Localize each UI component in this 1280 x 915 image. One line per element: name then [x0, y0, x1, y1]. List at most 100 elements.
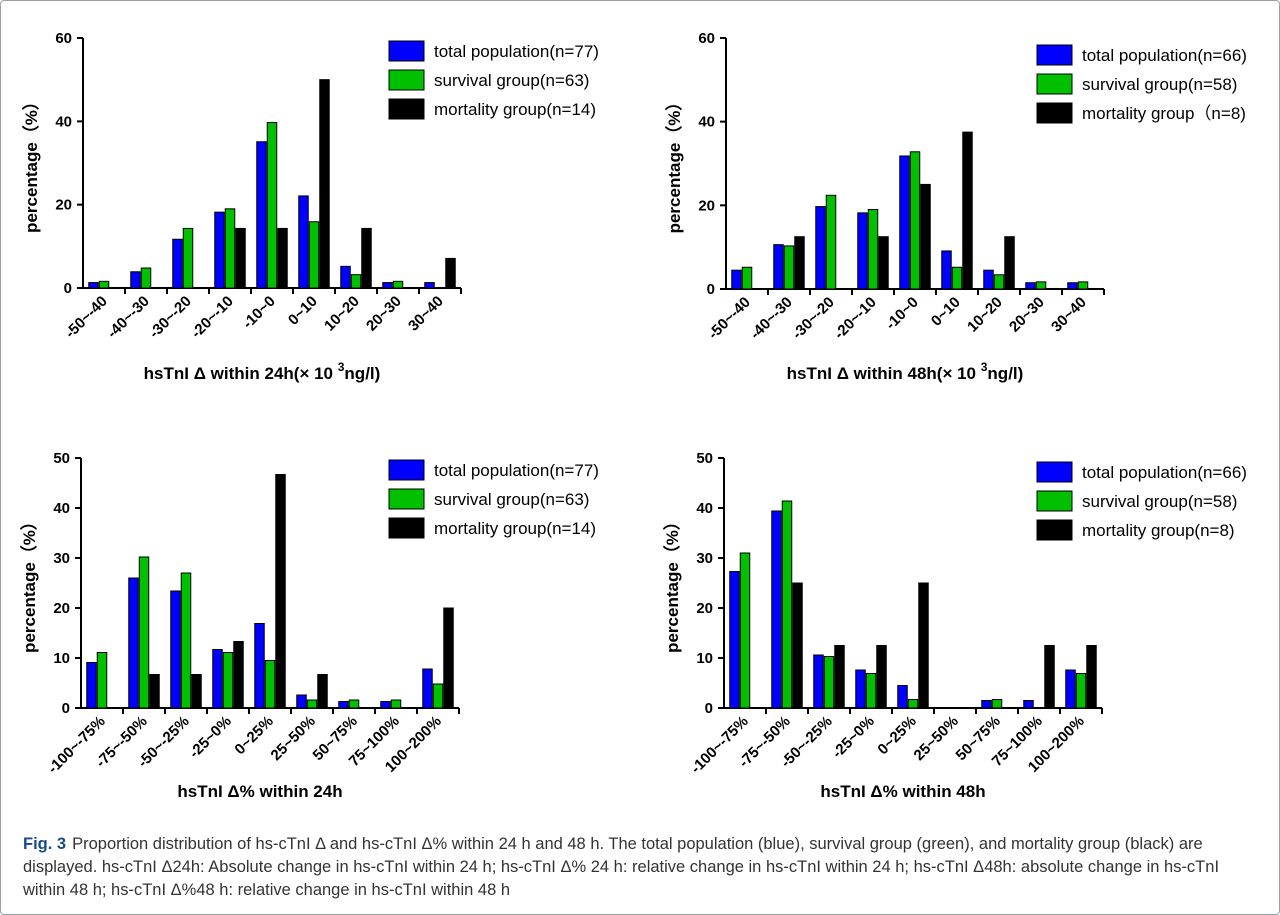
legend-swatch-mortality: [388, 517, 425, 539]
caption-label: Fig. 3: [23, 835, 67, 853]
x-tick-label: 0~10: [285, 293, 321, 329]
y-tick-label: 20: [55, 197, 72, 214]
legend-label-mortality: mortality group(n=14): [434, 100, 596, 119]
legend-swatch-survival: [388, 488, 425, 510]
bar-survival: [1077, 281, 1089, 290]
x-axis-title: hsTnI Δ within 24h(× 10 3ng/l): [144, 360, 381, 383]
bar-total: [254, 623, 265, 709]
y-tick-label: 10: [53, 650, 70, 667]
legend-swatch-total: [1036, 44, 1073, 66]
y-tick-label: 0: [64, 280, 72, 297]
legend-swatch-total: [388, 40, 425, 62]
x-tick-label: -30~-20: [146, 293, 195, 342]
bar-mortality: [918, 582, 929, 709]
y-axis-title: percentage（%）: [21, 93, 41, 233]
figure-caption: Fig. 3 Proportion distribution of hs-cTnI…: [23, 833, 1263, 902]
bar-survival: [96, 652, 108, 709]
bar-total: [170, 590, 181, 709]
y-tick-label: 40: [698, 114, 715, 131]
legend-swatch-survival: [1036, 490, 1073, 512]
y-tick-label: 40: [53, 500, 70, 517]
bar-total: [380, 701, 391, 709]
bar-mortality: [792, 582, 803, 709]
x-tick-label: 20~30: [1006, 294, 1048, 336]
bar-mortality: [1044, 645, 1055, 709]
bar-survival: [781, 500, 793, 709]
bar-survival: [180, 572, 192, 709]
y-tick-label: 50: [696, 450, 713, 467]
x-tick-label: 20~30: [363, 293, 405, 335]
bar-total: [1025, 282, 1036, 290]
bar-survival: [1075, 673, 1087, 709]
x-axis-title: hsTnI Δ within 48h(× 10 3ng/l): [787, 360, 1024, 383]
bar-mortality: [191, 674, 202, 709]
bar-total: [86, 662, 97, 709]
x-tick-label: 25~50%: [911, 713, 962, 764]
bar-survival: [907, 699, 919, 709]
y-axis-title: percentage（%）: [664, 94, 684, 234]
legend: total population(n=66) survival group(n=5…: [1036, 44, 1247, 124]
bar-total: [130, 271, 141, 289]
x-tick-label: -20~-10: [188, 293, 237, 342]
bar-survival: [991, 699, 1003, 709]
x-tick-label: -40~-30: [747, 294, 796, 343]
bar-survival: [783, 245, 795, 290]
x-tick-label: -50~-40: [705, 294, 754, 343]
x-tick-label: -20~-10: [831, 294, 880, 343]
y-tick-label: 50: [53, 450, 70, 467]
bar-survival: [224, 208, 236, 289]
bar-total: [857, 212, 868, 290]
y-tick-label: 40: [55, 113, 72, 130]
chart-panel-4: 01020304050percentage（%）-100~-75%-75~-50…: [662, 450, 1247, 801]
x-tick-label: -10~0: [882, 294, 921, 333]
legend-label-total: total population(n=77): [434, 461, 599, 480]
y-tick-label: 60: [55, 30, 72, 47]
bar-survival: [266, 122, 278, 289]
bar-survival: [993, 274, 1005, 290]
x-tick-label: 30~40: [1048, 294, 1090, 336]
legend-swatch-total: [1036, 461, 1073, 483]
bar-mortality: [443, 607, 454, 709]
bar-survival: [390, 699, 402, 709]
x-tick-label: 10~20: [964, 294, 1006, 336]
x-tick-label: 25~50%: [268, 713, 319, 764]
bar-survival: [308, 221, 320, 289]
bar-total: [813, 654, 824, 709]
bar-survival: [350, 274, 362, 289]
y-tick-label: 40: [696, 500, 713, 517]
bar-total: [212, 649, 223, 709]
bar-total: [340, 265, 351, 289]
x-axis-title: hsTnI Δ% within 48h: [820, 782, 985, 801]
legend-swatch-mortality: [1036, 519, 1073, 541]
chart-panel-2: 0 20 40 60 percentage（%） -50~-40-40~-30-30~-2…: [664, 30, 1247, 383]
bar-total: [731, 269, 742, 290]
bar-survival: [867, 209, 879, 290]
legend-label-total: total population(n=77): [434, 42, 599, 61]
bar-mortality: [920, 183, 931, 290]
legend-swatch-survival: [1036, 73, 1073, 95]
bar-survival: [1035, 281, 1047, 290]
x-tick-label: -25~0%: [829, 713, 878, 762]
bar-survival: [222, 652, 234, 709]
legend: total population(n=77) survival group(n=6…: [388, 40, 599, 120]
x-axis-title: hsTnI Δ% within 24h: [177, 782, 342, 801]
chart-panel-3: 01020304050percentage（%）-100~-75%-75~-50…: [19, 450, 599, 801]
bar-total: [128, 577, 139, 709]
bar-survival: [741, 266, 753, 290]
bar-total: [771, 510, 782, 709]
bar-mortality: [834, 645, 845, 709]
y-tick-label: 0: [705, 700, 713, 717]
bar-survival: [865, 673, 877, 709]
legend-label-total: total population(n=66): [1082, 46, 1247, 65]
y-tick-label: 0: [62, 700, 70, 717]
legend-label-survival: survival group(n=63): [434, 71, 589, 90]
bar-total: [941, 250, 952, 290]
bar-total: [897, 685, 908, 709]
legend-label-mortality: mortality group(n=14): [434, 519, 596, 538]
y-tick-label: 20: [53, 600, 70, 617]
bar-survival: [432, 683, 444, 709]
bar-survival: [909, 151, 921, 290]
bar-survival: [182, 227, 194, 289]
bar-survival: [739, 552, 751, 709]
